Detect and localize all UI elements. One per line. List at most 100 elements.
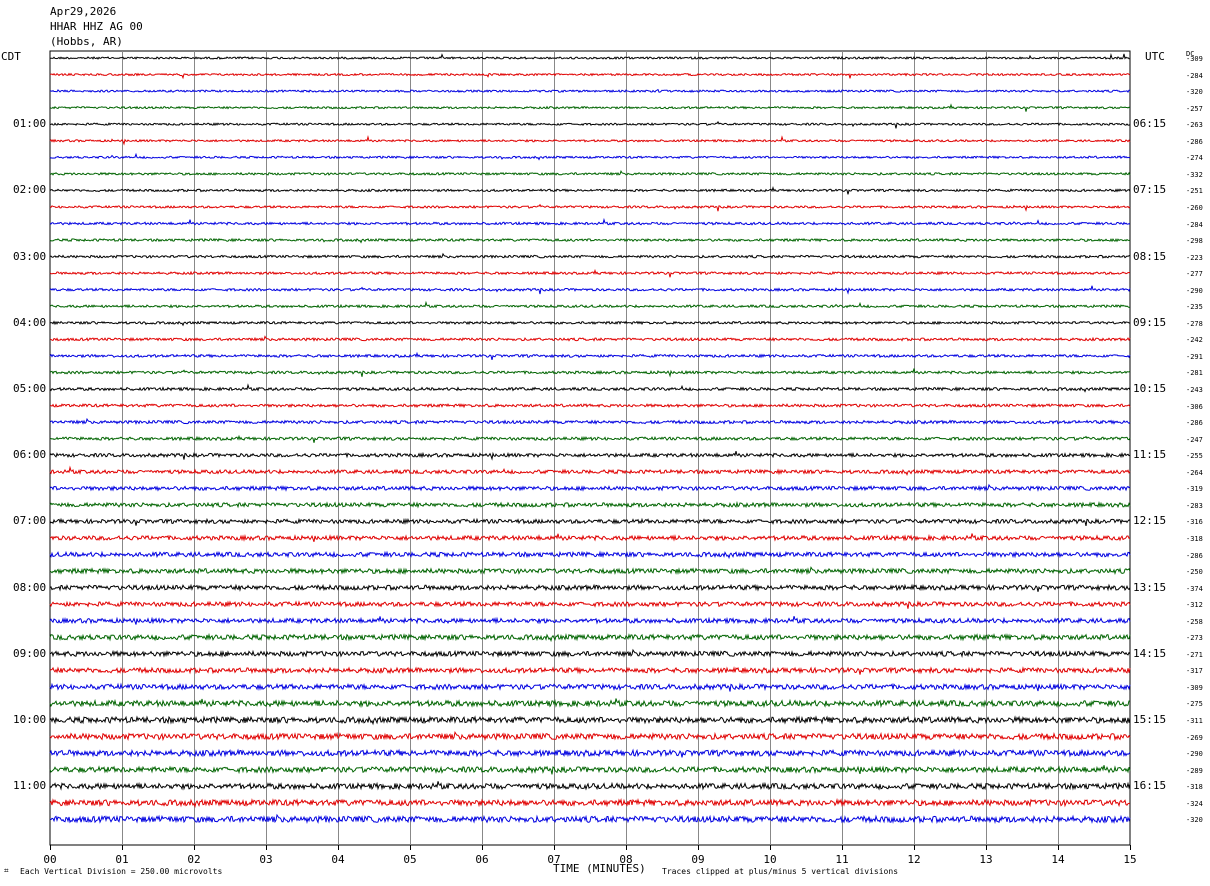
dc-offset-label: -312	[1186, 601, 1203, 610]
dc-offset-label: -374	[1186, 584, 1203, 593]
trace-36	[49, 632, 1131, 643]
right-hour-label: 12:15	[1133, 514, 1167, 528]
dc-offset-label: -242	[1186, 336, 1203, 345]
dc-offset-label: -332	[1186, 170, 1203, 179]
left-hour-label: 05:00	[13, 382, 47, 395]
right-hour-label: 16:15	[1133, 779, 1167, 793]
dc-offset-label: -278	[1186, 319, 1203, 328]
trace-1	[49, 53, 1130, 60]
dc-offset-label: -286	[1186, 551, 1203, 560]
left-hour-label: 01:00	[13, 117, 47, 131]
dc-offset-label: -274	[1186, 154, 1203, 163]
left-hour-label: 07:00	[13, 514, 47, 528]
x-axis-title: TIME (MINUTES)	[553, 862, 646, 875]
x-tick-label: 05	[403, 853, 417, 866]
left-hour-label: 09:00	[13, 646, 47, 660]
dc-offset-label: -277	[1186, 270, 1203, 279]
x-tick-label: 14	[1051, 853, 1065, 866]
trace-27	[49, 483, 1131, 492]
trace-29	[49, 517, 1131, 527]
dc-offset-label: -291	[1186, 352, 1203, 361]
dc-offset-label: -311	[1186, 717, 1203, 725]
trace-21	[49, 383, 1131, 393]
trace-32	[49, 566, 1131, 576]
left-hour-label: 11:00	[13, 779, 47, 793]
clip-note: Traces clipped at plus/minus 5 vertical …	[662, 867, 899, 876]
trace-3	[49, 88, 1130, 94]
x-tick-label: 07	[547, 853, 561, 866]
trace-15	[49, 285, 1131, 295]
dc-offset-label: -319	[1186, 485, 1203, 494]
dc-offset-label: -289	[1186, 766, 1203, 775]
x-tick-label: 11	[835, 853, 849, 866]
x-tick-label: 01	[115, 853, 129, 866]
right-hour-label: 15:15	[1133, 713, 1167, 726]
x-tick-label: 02	[187, 853, 201, 866]
dc-offset-label: -290	[1186, 750, 1203, 759]
trace-37	[49, 648, 1131, 659]
dc-offset-label: -251	[1186, 187, 1203, 196]
right-hour-label: 13:15	[1133, 580, 1167, 594]
trace-33	[49, 583, 1131, 592]
x-tick-label: 08	[619, 853, 633, 866]
header-station: HHAR HHZ AG 00	[50, 20, 143, 33]
trace-38	[49, 666, 1131, 675]
dc-offset-label: -281	[1186, 369, 1203, 378]
trace-7	[49, 152, 1131, 161]
trace-2	[49, 72, 1131, 80]
dc-offset-label: -250	[1186, 568, 1203, 577]
trace-10	[49, 203, 1131, 212]
trace-11	[49, 217, 1131, 226]
trace-45	[49, 781, 1131, 791]
dc-offset-label: -286	[1186, 419, 1203, 428]
left-hour-label: 08:00	[13, 580, 47, 594]
dc-offset-label: -284	[1186, 220, 1203, 229]
dc-offset-label: -263	[1186, 121, 1203, 130]
header-date: Apr29,2026	[50, 5, 117, 18]
trace-5	[49, 120, 1131, 129]
trace-28	[49, 500, 1131, 509]
dc-offset-label: -271	[1186, 650, 1203, 659]
trace-13	[49, 252, 1131, 259]
trace-35	[49, 616, 1131, 625]
x-tick-label: 12	[907, 853, 921, 866]
scale-note: Each Vertical Division = 250.00 microvol…	[20, 867, 223, 876]
x-tick-label: 00	[43, 853, 57, 866]
x-tick-label: 04	[331, 853, 345, 866]
dc-offset-label: -260	[1186, 203, 1203, 212]
trace-26	[49, 465, 1131, 476]
trace-18	[49, 335, 1131, 342]
dc-offset-label: -243	[1186, 386, 1203, 394]
right-hour-label: 09:15	[1133, 315, 1167, 329]
dc-offset-label: -316	[1186, 518, 1203, 527]
right-hour-label: 11:15	[1133, 448, 1167, 462]
right-hour-label: 06:15	[1133, 117, 1167, 131]
right-hour-label: 08:15	[1133, 249, 1167, 263]
trace-40	[49, 698, 1130, 709]
x-tick-label: 09	[691, 853, 705, 866]
dc-label: DC	[1186, 50, 1195, 58]
dc-offset-label: -318	[1186, 783, 1203, 792]
trace-44	[49, 765, 1131, 775]
right-hour-label: 10:15	[1133, 382, 1167, 395]
scale-icon: ⌗	[4, 866, 9, 875]
trace-17	[49, 320, 1131, 327]
trace-16	[49, 300, 1131, 309]
trace-43	[49, 748, 1131, 758]
dc-offset-label: -264	[1186, 468, 1203, 477]
header-location: (Hobbs, AR)	[50, 35, 123, 48]
trace-46	[49, 797, 1130, 809]
trace-41	[49, 715, 1131, 726]
left-hour-label: 10:00	[13, 713, 47, 726]
trace-6	[49, 135, 1131, 146]
dc-offset-label: -320	[1186, 816, 1203, 825]
right-hour-label: 07:15	[1133, 183, 1167, 197]
trace-8	[49, 170, 1131, 177]
trace-30	[49, 533, 1130, 542]
dc-offset-label: -317	[1186, 667, 1203, 676]
dc-offset-label: -223	[1186, 253, 1203, 262]
dc-offset-label: -257	[1186, 104, 1203, 113]
dc-offset-label: -309	[1186, 55, 1203, 63]
trace-34	[49, 600, 1131, 609]
